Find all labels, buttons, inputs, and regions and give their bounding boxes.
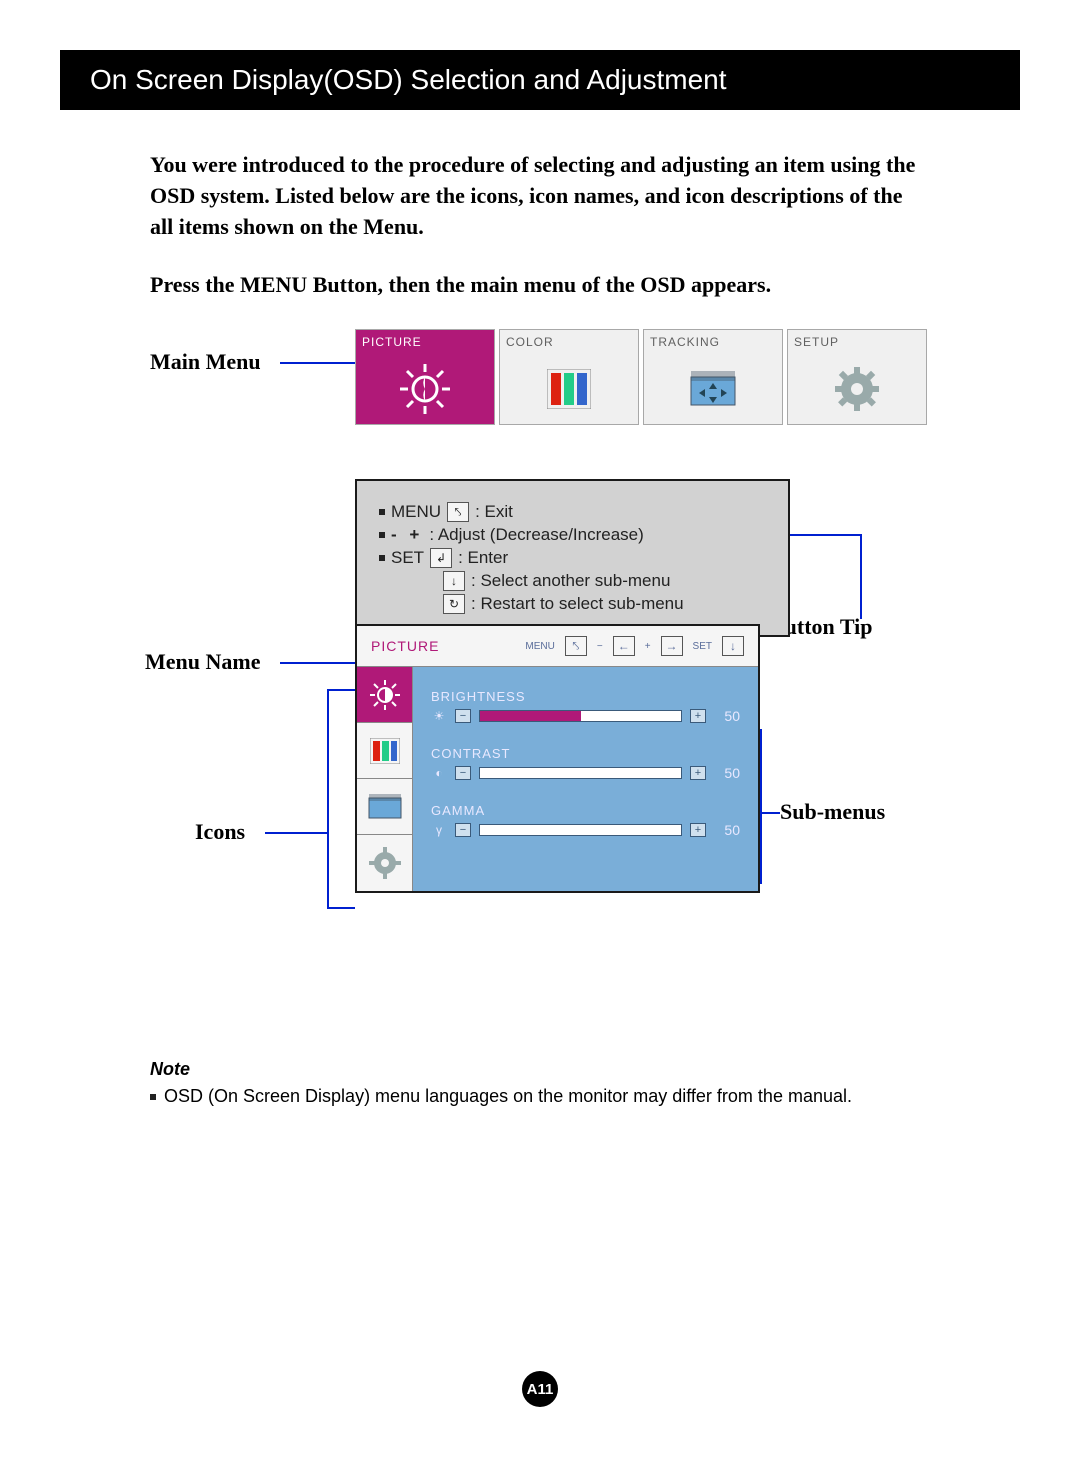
callout-line (280, 662, 355, 664)
setting-gamma: GAMMA γ − + 50 (431, 803, 740, 838)
tip-down-desc: : Select another sub-menu (471, 571, 670, 591)
page-number: A11 (522, 1371, 558, 1407)
brightness-slider[interactable] (479, 710, 682, 722)
restart-icon: ↻ (443, 594, 465, 614)
tip-adjust-desc: : Adjust (Decrease/Increase) (429, 525, 643, 545)
osd-titlebar: PICTURE MENU ⤣ −← + → SET ↓ (357, 626, 758, 667)
increase-button[interactable]: + (690, 823, 706, 837)
callout-line (788, 534, 860, 536)
left-arrow-icon: ← (613, 636, 635, 656)
exit-icon: ⤣ (447, 502, 469, 522)
setting-value: 50 (714, 765, 740, 781)
tab-color[interactable]: COLOR (499, 329, 639, 425)
page-title: On Screen Display(OSD) Selection and Adj… (90, 64, 727, 95)
contrast-slider[interactable] (479, 767, 682, 779)
gamma-slider[interactable] (479, 824, 682, 836)
decrease-button[interactable]: − (455, 823, 471, 837)
slider-fill (480, 711, 581, 721)
callout-line (860, 534, 862, 619)
osd-menu-name: PICTURE (371, 638, 439, 654)
gear-icon (788, 354, 926, 424)
tab-tracking[interactable]: TRACKING (643, 329, 783, 425)
tip-menu-desc: : Exit (475, 502, 513, 522)
hint-minus: − (597, 641, 603, 652)
tip-adjust-symbols: - + (391, 525, 423, 545)
tip-set-desc: : Enter (458, 548, 508, 568)
setting-label: GAMMA (431, 803, 740, 818)
callout-line (327, 689, 355, 691)
setting-label: CONTRAST (431, 746, 740, 761)
enter-icon: ↲ (430, 548, 452, 568)
hint-set: SET (693, 641, 712, 652)
increase-button[interactable]: + (690, 766, 706, 780)
osd-icon-tracking[interactable] (357, 779, 412, 835)
slider-fill (480, 768, 581, 778)
right-arrow-icon: → (661, 636, 683, 656)
color-bars-icon (500, 354, 638, 424)
osd-icon-color[interactable] (357, 723, 412, 779)
tab-label: COLOR (500, 330, 638, 354)
down-arrow-icon: ↓ (722, 636, 744, 656)
label-main-menu: Main Menu (150, 349, 261, 375)
note-text: OSD (On Screen Display) menu languages o… (164, 1086, 852, 1106)
callout-line (327, 907, 355, 909)
hint-menu: MENU (525, 641, 554, 652)
main-menu-tabs: PICTURE COLOR (355, 329, 927, 425)
brightness-glyph-icon: ☀ (431, 709, 447, 723)
increase-button[interactable]: + (690, 709, 706, 723)
note-title: Note (150, 1059, 930, 1080)
osd-hints: MENU ⤣ −← + → SET ↓ (525, 636, 744, 656)
callout-line (265, 832, 329, 834)
callout-line (280, 362, 355, 364)
down-arrow-icon: ↓ (443, 571, 465, 591)
tracking-icon (644, 354, 782, 424)
slider-fill (480, 825, 581, 835)
setting-value: 50 (714, 708, 740, 724)
decrease-button[interactable]: − (455, 709, 471, 723)
gamma-glyph-icon: γ (431, 823, 447, 837)
osd-diagram: Main Menu Menu Name Icons Button Tip Sub… (60, 329, 1020, 1029)
label-sub-menus: Sub-menus (780, 799, 885, 825)
osd-icon-setup[interactable] (357, 835, 412, 891)
intro-paragraph-1: You were introduced to the procedure of … (150, 150, 930, 242)
tab-setup[interactable]: SETUP (787, 329, 927, 425)
tab-label: PICTURE (356, 330, 494, 354)
osd-icon-column (357, 667, 413, 891)
callout-line (327, 689, 329, 909)
label-menu-name: Menu Name (145, 649, 260, 675)
label-icons: Icons (195, 819, 245, 845)
contrast-glyph-icon: ◐ (431, 766, 447, 780)
callout-line (760, 729, 762, 884)
tip-set-label: SET (391, 548, 424, 568)
osd-panel: PICTURE MENU⤣ −← +→ SET↓ (355, 624, 760, 893)
intro-text: You were introduced to the procedure of … (60, 110, 1020, 301)
setting-contrast: CONTRAST ◐ − + 50 (431, 746, 740, 781)
osd-settings: BRIGHTNESS ☀ − + 50 CONTRAST ◐ (413, 667, 758, 891)
setting-value: 50 (714, 822, 740, 838)
tab-label: TRACKING (644, 330, 782, 354)
decrease-button[interactable]: − (455, 766, 471, 780)
callout-line (760, 812, 780, 814)
button-tip-box: MENU ⤣ : Exit - + : Adjust (Decrease/Inc… (355, 479, 790, 637)
tip-restart-desc: : Restart to select sub-menu (471, 594, 684, 614)
setting-label: BRIGHTNESS (431, 689, 740, 704)
brightness-icon (356, 354, 494, 424)
osd-icon-brightness[interactable] (357, 667, 412, 723)
intro-paragraph-2: Press the MENU Button, then the main men… (150, 270, 930, 301)
tab-picture[interactable]: PICTURE (355, 329, 495, 425)
page-header: On Screen Display(OSD) Selection and Adj… (60, 50, 1020, 110)
hint-plus: + (645, 641, 651, 652)
tip-menu-label: MENU (391, 502, 441, 522)
note-section: Note OSD (On Screen Display) menu langua… (60, 1029, 1020, 1107)
exit-icon: ⤣ (565, 636, 587, 656)
setting-brightness: BRIGHTNESS ☀ − + 50 (431, 689, 740, 724)
tab-label: SETUP (788, 330, 926, 354)
